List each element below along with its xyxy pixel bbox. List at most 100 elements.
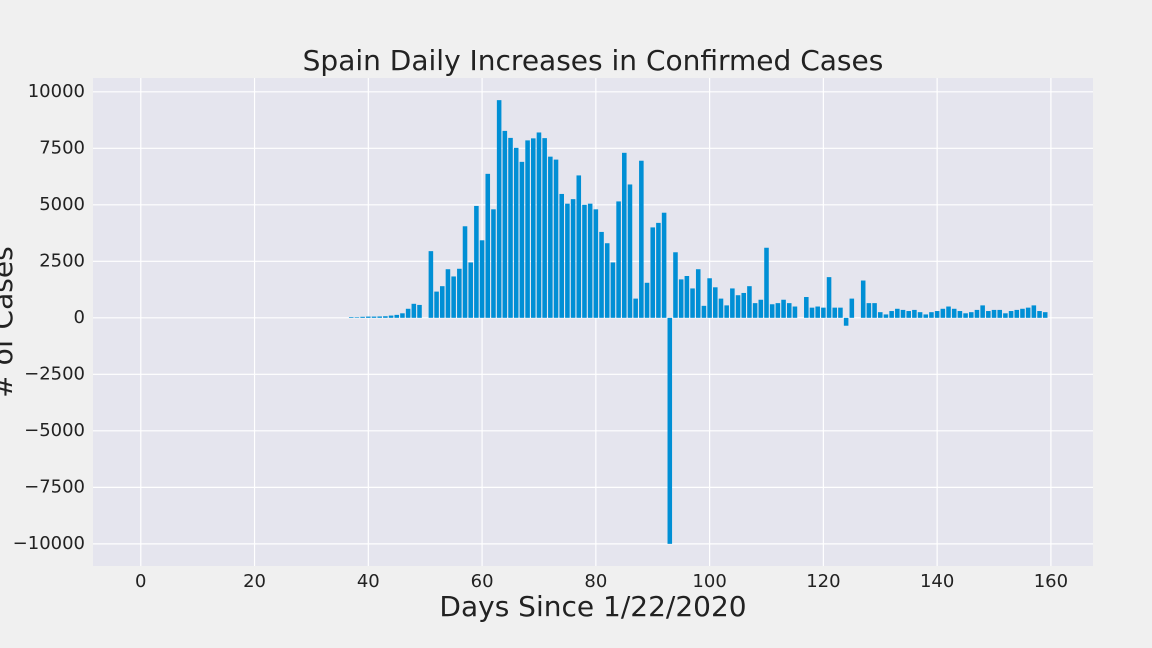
bar <box>411 303 417 318</box>
bars <box>348 100 1048 544</box>
bar <box>530 138 536 318</box>
bar <box>849 298 855 318</box>
bar <box>371 316 377 318</box>
bar <box>610 262 616 318</box>
bar <box>627 184 633 318</box>
grid <box>93 78 1093 566</box>
bar <box>633 298 638 318</box>
bar <box>804 297 809 318</box>
bar <box>502 130 508 318</box>
x-tick-label: 160 <box>1034 571 1068 592</box>
bar <box>650 227 656 318</box>
bar <box>758 299 764 318</box>
bar <box>383 316 388 318</box>
bar <box>576 175 582 318</box>
bar <box>946 306 951 318</box>
y-tick-label: 2500 <box>39 250 85 271</box>
y-axis-label: # of Cases <box>0 246 19 397</box>
bar <box>565 203 570 318</box>
x-tick-label: 100 <box>692 571 726 592</box>
x-tick-label: 0 <box>135 571 146 592</box>
bar <box>582 204 587 318</box>
bar <box>417 304 422 318</box>
bar <box>786 303 792 318</box>
bar <box>593 209 599 318</box>
bar <box>377 316 382 318</box>
bar <box>360 316 365 318</box>
x-tick-label: 60 <box>471 571 494 592</box>
bar <box>826 277 832 318</box>
y-tick-label: 10000 <box>28 81 85 102</box>
x-tick-label: 80 <box>584 571 607 592</box>
x-tick-label: 140 <box>920 571 954 592</box>
bar <box>895 308 900 318</box>
bar <box>872 303 877 318</box>
bar <box>792 306 798 318</box>
bar <box>713 287 718 318</box>
bar <box>741 292 747 318</box>
bar <box>838 307 843 318</box>
bar <box>968 312 974 318</box>
y-tick-label: 7500 <box>39 137 85 158</box>
y-tick-label: 0 <box>74 307 85 328</box>
bar <box>548 156 553 318</box>
bar <box>684 276 690 318</box>
bar <box>508 137 513 318</box>
bar <box>673 252 678 318</box>
bar <box>513 147 519 318</box>
bar <box>394 314 400 318</box>
labels: −10000 −7500 −5000 −2500 0 2500 5000 7500 10000 0… <box>13 81 1068 592</box>
bar <box>889 311 894 318</box>
bar <box>963 313 968 318</box>
bar <box>678 279 684 318</box>
bar <box>519 161 525 318</box>
bar <box>752 303 758 318</box>
bar <box>536 132 542 318</box>
bar <box>451 276 456 318</box>
bar <box>821 307 826 318</box>
bar <box>661 212 667 318</box>
bar <box>815 306 820 318</box>
bar <box>866 303 872 318</box>
bar <box>980 305 985 318</box>
bar <box>348 317 354 318</box>
bar <box>775 303 781 318</box>
bar <box>491 209 496 318</box>
bar <box>622 152 627 318</box>
bar <box>644 282 650 318</box>
bar <box>604 243 610 318</box>
bar <box>445 269 451 318</box>
bar <box>912 309 917 318</box>
bar <box>974 309 980 318</box>
bar <box>997 309 1002 318</box>
y-tick-label: −5000 <box>24 420 85 441</box>
bar <box>1037 311 1042 318</box>
bar <box>457 268 462 318</box>
bar <box>735 295 741 318</box>
bar <box>639 160 644 318</box>
bar <box>877 312 883 318</box>
bar <box>656 222 661 318</box>
bar <box>906 311 911 318</box>
bar <box>439 286 445 318</box>
bar <box>474 205 479 318</box>
bar <box>553 159 559 318</box>
chart-title: Spain Daily Increases in Confirmed Cases <box>303 44 884 77</box>
bar <box>434 291 439 318</box>
bar <box>479 240 485 318</box>
bar <box>1008 311 1014 318</box>
bar <box>707 278 712 318</box>
bar <box>940 308 946 318</box>
bar <box>485 173 491 318</box>
bar <box>400 313 405 318</box>
bar <box>366 316 371 318</box>
bar <box>843 317 849 326</box>
bar <box>860 280 866 318</box>
bar <box>701 305 707 318</box>
y-tick-label: −7500 <box>24 476 85 497</box>
bar <box>354 317 360 318</box>
y-tick-label: −10000 <box>13 533 85 554</box>
bar <box>587 203 593 318</box>
x-tick-label: 20 <box>243 571 266 592</box>
